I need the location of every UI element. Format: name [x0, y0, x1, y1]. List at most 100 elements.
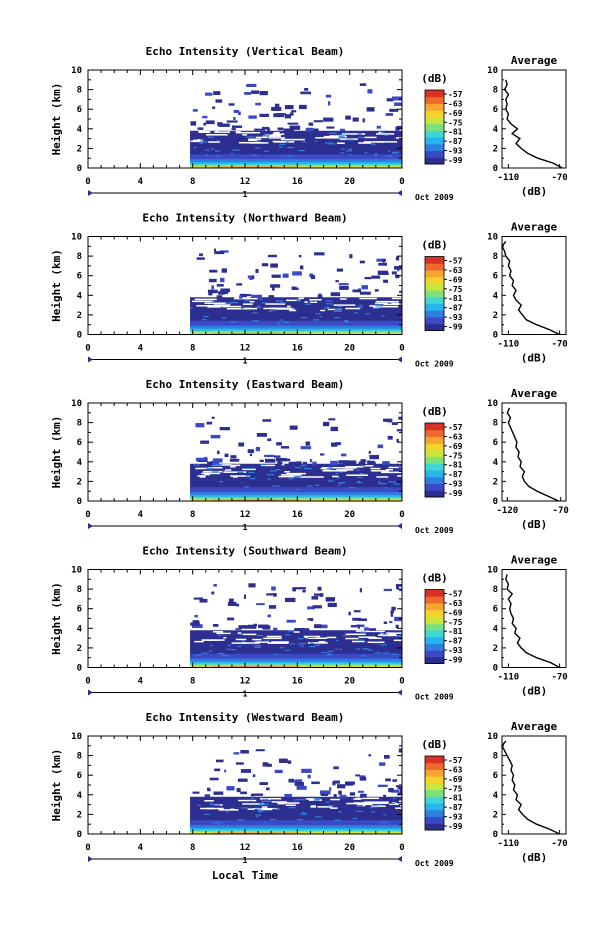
- echo-patch: [255, 749, 265, 752]
- echo-gap: [266, 635, 282, 638]
- echo-speck: [259, 811, 262, 813]
- echo-speck: [276, 322, 281, 324]
- echo-patch: [228, 103, 235, 106]
- echo-speck: [356, 306, 364, 308]
- echo-patch: [299, 265, 304, 270]
- echo-patch: [341, 453, 347, 457]
- profile-y-label: 0: [493, 164, 498, 174]
- profile-y-label: 8: [493, 86, 498, 96]
- echo-patch: [250, 793, 255, 797]
- echo-speck: [215, 463, 222, 466]
- echo-patch: [312, 605, 322, 609]
- colorbar-tick-label: -87: [448, 637, 463, 646]
- echo-speck: [262, 798, 269, 800]
- heatmap: [190, 748, 402, 834]
- heatmap: [190, 416, 402, 501]
- echo-patch: [207, 461, 213, 466]
- profile-x-unit: (dB): [521, 851, 548, 864]
- echo-patch: [376, 125, 381, 129]
- echo-speck: [384, 487, 388, 489]
- day-marker: 1: [243, 856, 248, 865]
- echo-patch: [395, 624, 399, 629]
- echo-speck: [226, 648, 231, 650]
- echo-gap: [208, 467, 223, 469]
- echo-gap: [286, 299, 301, 302]
- profile-y-label: 10: [487, 66, 498, 76]
- echo-gap: [375, 302, 400, 305]
- colorbar-tick-label: -81: [448, 461, 463, 470]
- echo-patch: [335, 442, 341, 446]
- echo-patch: [383, 588, 393, 592]
- echo-gap: [395, 137, 402, 139]
- echo-gap: [368, 637, 382, 640]
- echo-speck: [334, 308, 341, 310]
- echo-patch: [251, 90, 260, 94]
- echo-patch: [208, 278, 217, 283]
- echo-speck: [219, 480, 224, 483]
- echo-gap: [289, 309, 297, 312]
- y-tick-label: 0: [77, 497, 82, 507]
- echo-speck: [337, 305, 343, 307]
- colorbar-unit: (dB): [421, 72, 448, 85]
- echo-speck: [214, 150, 220, 152]
- colorbar-unit: (dB): [421, 738, 448, 751]
- echo-gap: [363, 141, 384, 143]
- panel-title: Echo Intensity (Vertical Beam): [146, 45, 345, 58]
- panel-0: Echo Intensity (Vertical Beam)0 4 8 12 16 20 0…: [50, 45, 568, 202]
- echo-band-1: [190, 492, 402, 496]
- echo-patch: [358, 461, 366, 466]
- echo-speck: [348, 148, 353, 151]
- echo-band-1: [190, 825, 402, 829]
- echo-speck: [300, 317, 308, 319]
- profile-line: [505, 574, 560, 669]
- y-tick-label: 4: [77, 791, 83, 801]
- echo-patch: [298, 254, 302, 258]
- profile-frame: [501, 402, 567, 502]
- colorbar-tick-label: -81: [448, 128, 463, 137]
- echo-speck: [299, 467, 302, 469]
- echo-patch: [397, 269, 400, 272]
- echo-patch: [238, 625, 250, 629]
- echo-speck: [314, 140, 318, 143]
- echo-speck: [245, 475, 250, 477]
- echo-gap: [195, 467, 214, 470]
- echo-speck: [321, 651, 328, 654]
- echo-gap: [248, 138, 262, 141]
- echo-speck: [374, 155, 378, 157]
- echo-patch: [192, 109, 198, 112]
- echo-speck: [254, 644, 262, 647]
- echo-speck: [338, 136, 345, 138]
- echo-band-2: [190, 162, 402, 165]
- profile-y-label: 0: [493, 664, 498, 674]
- echo-speck: [371, 806, 379, 808]
- y-tick-label: 8: [77, 86, 82, 96]
- echo-patch: [352, 289, 362, 293]
- y-tick-label: 10: [71, 399, 82, 409]
- echo-patch: [283, 128, 295, 132]
- echo-patch: [360, 459, 366, 463]
- echo-gap: [272, 140, 280, 143]
- colorbar-segment: [425, 823, 444, 831]
- colorbar-segment: [425, 476, 444, 485]
- y-tick-label: 8: [77, 419, 82, 429]
- echo-patch: [394, 102, 402, 106]
- echo-patch: [397, 785, 402, 790]
- echo-band-3: [190, 496, 402, 499]
- echo-speck: [291, 307, 295, 309]
- echo-speck: [255, 147, 261, 149]
- echo-patch: [336, 784, 346, 789]
- echo-speck: [213, 804, 221, 806]
- echo-patch: [359, 260, 365, 264]
- y-tick-label: 8: [77, 252, 82, 262]
- echo-patch: [218, 123, 230, 127]
- echo-gap: [375, 141, 398, 143]
- echo-speck: [338, 134, 345, 136]
- echo-patch: [394, 266, 402, 270]
- echo-patch: [239, 295, 243, 299]
- colorbar-segment: [425, 456, 444, 464]
- echo-patch: [236, 603, 240, 607]
- echo-patch: [364, 627, 369, 631]
- echo-speck: [385, 155, 393, 157]
- colorbar-tick-label: -99: [448, 156, 463, 165]
